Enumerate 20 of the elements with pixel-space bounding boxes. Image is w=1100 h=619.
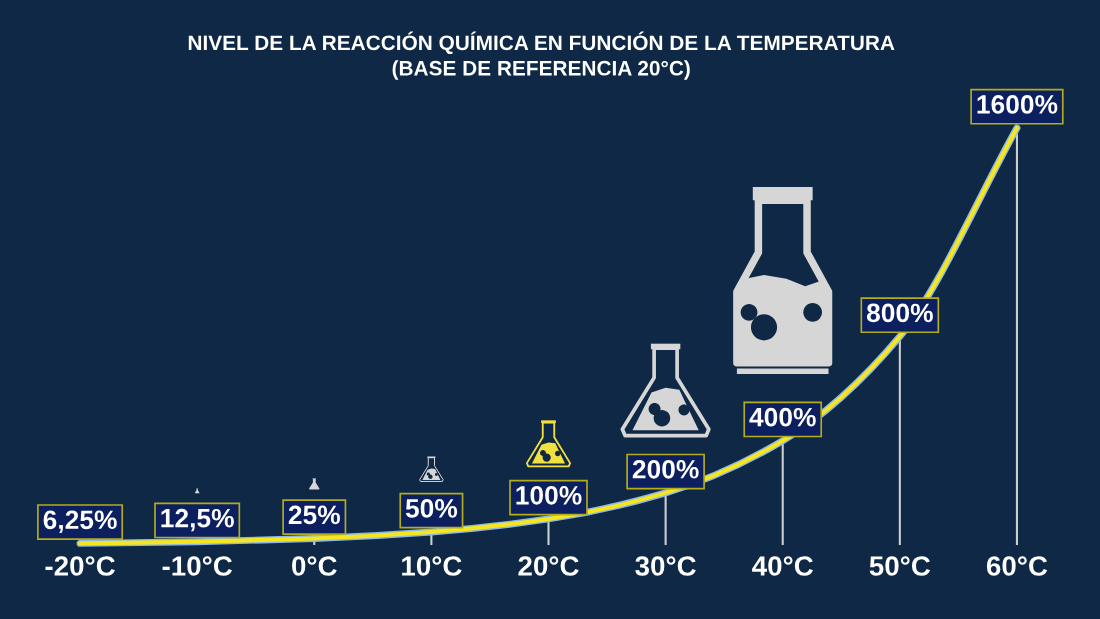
data-label: 200% (632, 459, 699, 479)
x-tick-label: 60°C (986, 556, 1048, 576)
x-tick-label: 40°C (752, 556, 813, 576)
data-label: 1600% (977, 95, 1058, 114)
x-tick-label: 20°C (518, 556, 579, 576)
x-tick-label: -10°C (162, 556, 233, 576)
data-label: 100% (516, 486, 582, 505)
data-label: 800% (866, 303, 933, 323)
x-tick-label: 30°C (635, 556, 696, 576)
chart-subtitle: (BASE DE REFERENCIA 20°C) (392, 60, 690, 80)
x-tick-label: 0°C (292, 556, 337, 576)
data-label: 400% (749, 407, 816, 427)
chart-title: NIVEL DE LA REACCIÓN QUÍMICA EN FUNCIÓN DE LA TEMPERATURA (188, 31, 895, 55)
x-tick-label: 50°C (869, 556, 931, 576)
data-label: 25% (288, 505, 340, 525)
data-label: 6,25% (43, 510, 117, 533)
x-tick-label: 10°C (402, 556, 462, 576)
data-label: 50% (405, 499, 458, 518)
data-label: 12,5% (161, 508, 234, 532)
x-tick-label: -20°C (45, 556, 115, 576)
